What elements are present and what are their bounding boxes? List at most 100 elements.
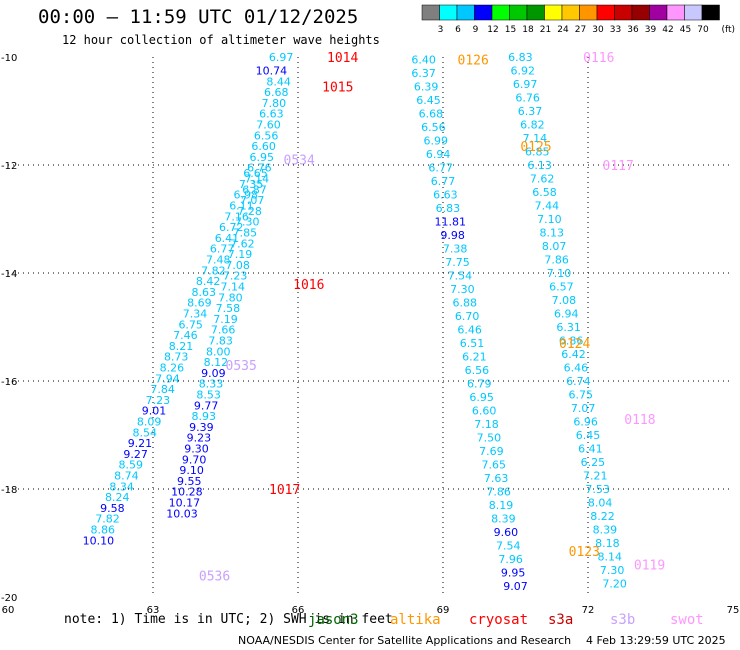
- data-point-label: 8.63: [192, 286, 217, 299]
- colorbar-swatch: [631, 4, 650, 21]
- data-point-label: 8.44: [266, 75, 291, 88]
- data-point-label: 7.28: [237, 205, 262, 218]
- data-point-label: 9.23: [187, 432, 212, 445]
- colorbar-swatch: [701, 4, 720, 21]
- data-point-label: 9.98: [440, 229, 465, 242]
- data-point-label: 9.30: [184, 443, 209, 456]
- data-point-label: 7.19: [228, 248, 253, 261]
- data-point-label: 7.75: [445, 256, 470, 269]
- data-points: 6.657.356.986.117.166.726.416.777.487.82…: [83, 51, 627, 593]
- y-tick-label: -12: [1, 161, 17, 172]
- data-point-label: 7.30: [450, 283, 475, 296]
- data-point-label: 6.56: [421, 121, 446, 134]
- data-point-label: 7.21: [583, 470, 608, 483]
- colorbar-label: 39: [645, 25, 657, 35]
- data-point-label: 6.74: [566, 375, 591, 388]
- y-tick-label: -14: [1, 269, 17, 280]
- data-point-label: 6.45: [416, 94, 441, 107]
- data-point-label: 7.18: [474, 418, 499, 431]
- colorbar-swatch: [649, 4, 668, 21]
- data-point-label: 8.53: [196, 389, 221, 402]
- data-point-label: 8.93: [192, 410, 217, 423]
- data-point-label: 6.99: [424, 135, 449, 148]
- data-point-label: 9.27: [123, 448, 148, 461]
- data-point-label: 8.19: [489, 499, 514, 512]
- data-point-label: 7.10: [537, 213, 562, 226]
- colorbar-label: 24: [557, 25, 569, 35]
- data-point-label: 6.86: [559, 335, 584, 348]
- data-point-label: 6.63: [259, 108, 284, 121]
- x-tick-label: 63: [147, 605, 160, 616]
- data-point-label: 6.92: [511, 65, 536, 78]
- data-point-label: 9.01: [142, 405, 167, 418]
- data-point-label: 6.40: [411, 54, 436, 67]
- data-point-label: 8.59: [119, 459, 144, 472]
- data-point-label: 7.84: [150, 383, 175, 396]
- data-point-label: 7.53: [585, 483, 610, 496]
- data-point-label: 8.86: [90, 524, 115, 537]
- data-point-label: 6.87: [242, 183, 267, 196]
- data-point-label: 8.09: [137, 416, 162, 429]
- satellite-legend-item: altika: [390, 612, 441, 628]
- data-point-label: 6.98: [234, 189, 259, 202]
- colorbar-label: 12: [487, 25, 498, 35]
- data-point-label: 6.77: [431, 175, 456, 188]
- data-point-label: 6.94: [554, 308, 579, 321]
- note-text: note: 1) Time is in UTC; 2) SWH is in fe…: [64, 612, 393, 627]
- data-point-label: 6.51: [460, 337, 485, 350]
- chart-subtitle: 12 hour collection of altimeter wave hei…: [62, 33, 380, 47]
- data-point-label: 6.56: [254, 129, 279, 142]
- data-point-label: 6.72: [219, 221, 244, 234]
- data-point-label: 7.14: [523, 132, 548, 145]
- data-point-label: 7.08: [225, 259, 250, 272]
- data-point-label: 7.62: [230, 237, 255, 250]
- data-point-label: 7.85: [233, 227, 258, 240]
- colorbar-swatch: [684, 4, 703, 21]
- time-label: 1017: [269, 483, 300, 498]
- data-point-label: 8.34: [109, 480, 134, 493]
- data-point-label: 7.94: [155, 372, 180, 385]
- data-point-label: 6.46: [564, 362, 589, 375]
- data-point-label: 8.73: [164, 351, 189, 364]
- data-point-label: 8.74: [114, 470, 139, 483]
- time-label: 0117: [603, 159, 634, 174]
- colorbar-label: 42: [662, 25, 673, 35]
- data-point-label: 7.80: [262, 97, 287, 110]
- data-point-label: 6.21: [462, 351, 487, 364]
- data-point-label: 6.65: [243, 167, 268, 180]
- data-point-label: 8.42: [196, 275, 221, 288]
- data-point-label: 8.39: [491, 513, 516, 526]
- data-point-label: 8.22: [590, 510, 615, 523]
- data-point-label: 6.56: [465, 364, 490, 377]
- y-tick-label: -16: [1, 377, 17, 388]
- chart-grid: [8, 57, 733, 597]
- data-point-label: 6.39: [414, 81, 439, 94]
- time-labels: 1014 1015 1016 1017 0534 0535 0536 0126 0125 0124…: [199, 51, 665, 584]
- colorbar-label: 9: [473, 25, 479, 35]
- y-tick-label: -10: [1, 53, 17, 64]
- data-point-label: 7.86: [544, 254, 569, 267]
- data-point-label: 7.86: [486, 486, 511, 499]
- data-point-label: 9.60: [494, 526, 519, 539]
- data-point-label: 9.21: [128, 437, 153, 450]
- data-point-label: 6.60: [472, 405, 497, 418]
- colorbar-label: 15: [505, 25, 516, 35]
- data-point-label: 8.69: [187, 297, 212, 310]
- satellite-legend-item: s3a: [548, 612, 574, 628]
- data-point-label: 10.74: [256, 65, 288, 78]
- time-label: 0116: [583, 51, 614, 66]
- data-point-label: 7.38: [443, 243, 468, 256]
- data-point-label: 6.75: [569, 389, 594, 402]
- colorbar-swatch: [596, 4, 615, 21]
- x-tick-label: 66: [292, 605, 305, 616]
- data-point-label: 7.14: [221, 281, 246, 294]
- data-point-label: 6.95: [469, 391, 494, 404]
- colorbar-label: 27: [575, 25, 586, 35]
- data-point-label: 11.81: [435, 216, 467, 229]
- data-point-label: 6.77: [428, 162, 453, 175]
- data-point-label: 9.55: [177, 475, 202, 488]
- colorbar-label: 18: [522, 25, 534, 35]
- colorbar: 3 6 9 12 15 18 21 24 27 30 33 36 39 42 45 70 (ft): [421, 4, 735, 35]
- data-point-label: 7.35: [239, 178, 264, 191]
